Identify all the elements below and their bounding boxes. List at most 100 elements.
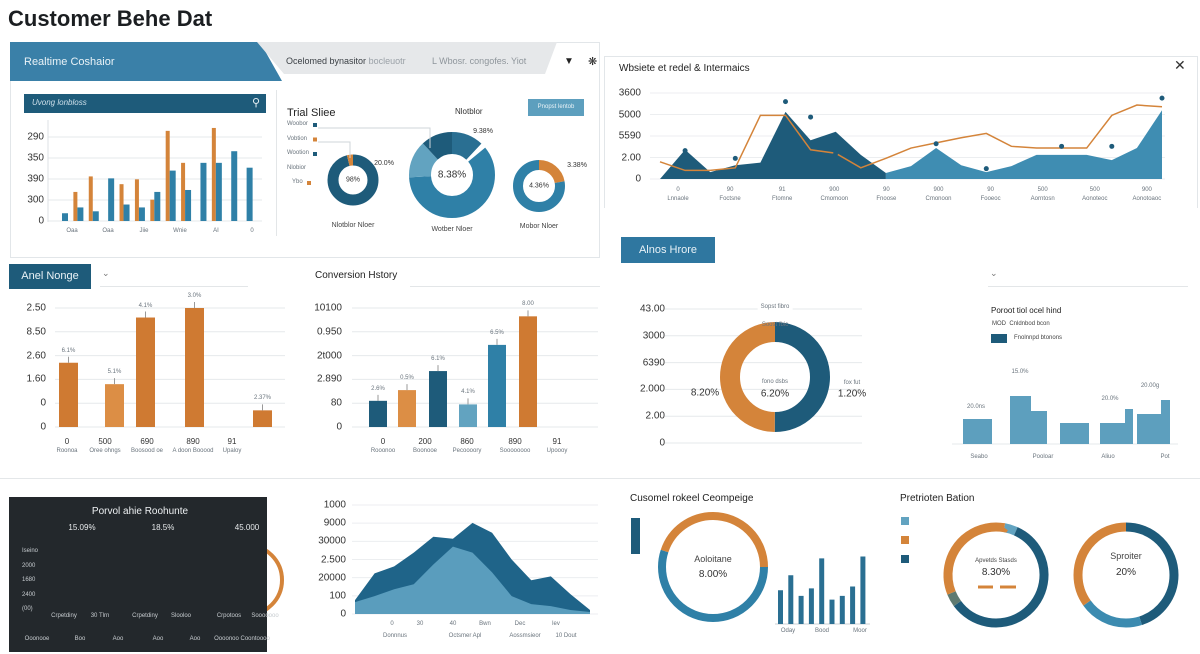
ring-segment: [943, 522, 1049, 628]
bar: [850, 586, 856, 624]
ring-center-label: 8.00%: [698, 569, 728, 580]
divider: [276, 90, 277, 236]
data-point: [1159, 95, 1165, 101]
divider: [410, 286, 600, 287]
legend-swatch: [901, 555, 909, 563]
dark-panel-title: Porvol ahie Roohunte: [91, 506, 189, 517]
bar: [778, 590, 783, 624]
alnos-button[interactable]: Alnos Hrore: [621, 237, 715, 263]
x-subtick-label: Soooooooo: [499, 448, 531, 454]
tab-label-faded: bocleuotr: [368, 56, 406, 66]
pie-caption: 30 Tlrn: [90, 613, 110, 619]
y-tick-label: 2.00: [645, 410, 665, 422]
legend-swatch: [991, 334, 1007, 343]
bar-value-label: 4.1%: [461, 389, 475, 396]
search-input[interactable]: Uvong lonbloss ⚲: [24, 94, 266, 113]
y-tick-label: 0: [635, 173, 641, 185]
donut-segment: [327, 154, 379, 206]
pie-caption: Sooooooo: [251, 613, 279, 619]
close-icon[interactable]: ✕: [1174, 57, 1186, 73]
x-tick-label: 91: [227, 437, 237, 446]
x-subtick-label: A doon Booood: [172, 448, 214, 454]
area-dark: [660, 111, 886, 179]
bar: [253, 410, 272, 427]
donut-center-label: 8.38%: [437, 169, 467, 181]
chart-label: Soost fbic: [761, 322, 789, 328]
bar: [488, 344, 506, 427]
y-tick-label: 5000: [618, 109, 641, 120]
search-icon[interactable]: ⚲: [252, 97, 261, 109]
gear-icon[interactable]: ❋: [588, 56, 598, 68]
bar: [138, 207, 145, 221]
donut-segment: [409, 132, 495, 218]
legend-key: MOD: [992, 321, 1006, 327]
y-tick-label: 6390: [642, 357, 665, 369]
ring-center-label: 8.30%: [981, 567, 1011, 578]
bar: [1137, 414, 1161, 444]
donut-segment: [720, 322, 830, 432]
donut-right-small: fox fut: [843, 380, 861, 386]
bar: [185, 308, 204, 427]
donut-left-label: 8.20%: [690, 387, 720, 399]
chevron-down-icon[interactable]: ⌄: [990, 268, 998, 278]
bar: [77, 207, 84, 221]
y-tick-label: 2.890: [316, 373, 342, 385]
x-subtick-label: Oree ohngs: [89, 448, 121, 454]
area-series: [355, 546, 590, 614]
x-tick-label: AI: [213, 228, 219, 234]
x-tick-label: 0: [380, 437, 386, 446]
y-tick-label: 290: [27, 131, 44, 143]
x-tick-label: 690: [140, 437, 154, 446]
y-tick-label: 9000: [323, 517, 346, 529]
y-tick-label: 2000: [22, 562, 36, 569]
pie-caption: Crpotoos: [216, 613, 242, 619]
ring-center-small: Sproiter: [1110, 551, 1142, 561]
donut-center-label: 6.20%: [760, 388, 790, 400]
bar-value-label: 4.1%: [138, 302, 153, 309]
bar: [798, 595, 804, 624]
x-tick-label: 200: [418, 437, 432, 446]
bar: [150, 199, 155, 221]
bar: [169, 170, 176, 221]
legend-label: Nlobior: [287, 164, 307, 171]
x-subtick-label: Fnoose: [876, 196, 897, 202]
header-tab-text[interactable]: Ocelomed bynasitor bocleuotr: [286, 56, 406, 66]
panel-header: [10, 42, 282, 81]
legend-label: Vobtion: [287, 135, 308, 142]
trial-slice-button[interactable]: Pnopst lentob: [528, 99, 584, 116]
ring-segment: [1073, 522, 1179, 628]
anel-badge[interactable]: Anel Nonge: [9, 264, 91, 289]
x-subtick-label: Boosood oe: [130, 448, 164, 454]
y-tick-label: 0: [336, 421, 342, 433]
x-tick-label: 860: [460, 437, 474, 446]
bar: [1125, 409, 1133, 444]
bar: [819, 558, 825, 624]
bar: [398, 390, 416, 427]
bar: [963, 419, 992, 444]
y-tick-label: 350: [27, 152, 44, 164]
x-tick-label: 0: [390, 621, 394, 627]
x-subtick-label: Pecoooory: [452, 448, 482, 454]
x-tick-label: 0: [250, 228, 254, 234]
bar: [369, 400, 387, 427]
x-tick-label: 0: [676, 187, 680, 193]
bar-value-label: 2.6%: [371, 385, 385, 392]
x-tick-label: 0: [64, 437, 70, 446]
x-tick-label: Pot: [1160, 454, 1170, 460]
promo-title: Poroot tiol ocel hind: [991, 306, 1062, 315]
x-subtick-label: Fooeoc: [980, 196, 1001, 202]
x-tick-label: lev: [552, 621, 560, 627]
x-tick-label: 900: [933, 187, 944, 193]
filter-icon[interactable]: ▼: [564, 56, 574, 67]
legend-swatch: [313, 123, 317, 127]
y-tick-label: Iseino: [22, 548, 39, 554]
chevron-down-icon[interactable]: ⌄: [102, 268, 110, 278]
search-value: Uvong lonbloss: [32, 98, 87, 107]
y-tick-label: 0: [659, 437, 665, 449]
trend-line: [659, 104, 1163, 172]
legend-swatch: [307, 181, 311, 185]
promo-legend-item: MOD Cnldnbod bcon: [992, 321, 1050, 327]
chart-label: Sopst fibro: [757, 304, 793, 310]
bar: [92, 211, 99, 221]
x-tick-label: Bood: [814, 628, 830, 634]
